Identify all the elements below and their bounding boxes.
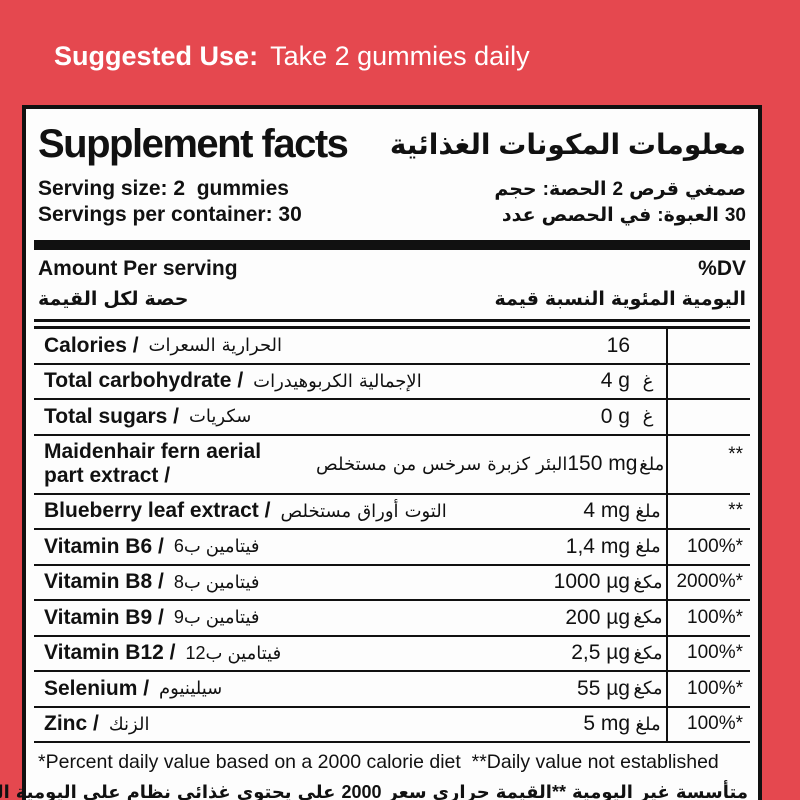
row-name-en: Total carbohydrate / — [44, 369, 244, 393]
row-unit-ar: ملغ — [635, 500, 661, 521]
row-value: 150 mg — [567, 452, 638, 475]
footnote-ar: *تعتمدالنسبةالمئويةاليوميةعلىنظامغذائييح… — [0, 782, 748, 800]
row-dv-value: 100%* — [666, 636, 750, 670]
row-value: 2,5 µg — [571, 641, 630, 665]
row-value: 200 µg — [565, 605, 630, 629]
serving-size-line: Serving size: 2 gummies حجم الحصة: 2 قرص صمغ… — [38, 176, 746, 202]
row-value: 5 mg — [583, 712, 630, 736]
row-value: 0 g — [600, 404, 630, 428]
panel-title-en: Supplement facts — [38, 122, 349, 166]
serving-size-en: Serving size: 2 gummies — [38, 177, 289, 200]
row-dv-value: 100%* — [666, 707, 750, 741]
percent-dv-label: %DV — [698, 257, 746, 280]
row-value: 55 µg — [577, 676, 630, 700]
row-dv-value — [666, 329, 750, 363]
row-name-en: Blueberry leaf extract / — [44, 499, 271, 523]
table-row-vitamin-b12: Vitamin B12 / فيتامين ب12 2,5 µg مكغ 100… — [34, 636, 750, 672]
row-name-ar: فيتامين ب12 — [185, 642, 282, 663]
table-row-zinc: Zinc / الزنك 5 mg ملغ 100%* — [34, 707, 750, 743]
row-dv-value: ** — [666, 494, 750, 528]
table-row-calories: Calories / السعرات الحرارية 16 — [34, 329, 750, 365]
table-row-selenium: Selenium / سيلينيوم 55 µg مكغ 100%* — [34, 672, 750, 708]
footnote-en: *Percent daily value based on a 2000 cal… — [38, 751, 719, 773]
servings-per-container-line: Servings per container: 30 عدد الحصص في الع… — [38, 202, 746, 228]
amount-per-serving-header: Amount Per serving %DV القيمة لكل حصة قيمة… — [34, 250, 750, 319]
table-row-blueberry-leaf-extract: Blueberry leaf extract / مستخلص أوراق التو… — [34, 494, 750, 530]
row-unit-ar: غ — [642, 406, 654, 427]
suggested-use-text: Take 2 gummies daily — [270, 41, 530, 71]
servings-per-container-ar: عدد الحصص في العبوة: 30 — [501, 205, 746, 226]
servings-per-container-en: Servings per container: 30 — [38, 203, 302, 226]
table-row-vitamin-b6: Vitamin B6 / فيتامين ب6 1,4 mg ملغ 100%* — [34, 530, 750, 566]
row-name-en: Vitamin B6 / — [44, 534, 164, 558]
section-divider-bar — [34, 240, 750, 250]
row-unit-ar: ملغ — [639, 453, 665, 474]
row-value: 4 g — [600, 369, 630, 393]
table-row-vitamin-b9: Vitamin B9 / فيتامين ب9 200 µg مكغ 100%* — [34, 601, 750, 637]
row-unit-ar: ملغ — [635, 713, 661, 734]
serving-info: Serving size: 2 gummies حجم الحصة: 2 قرص صمغ… — [34, 176, 750, 228]
row-value: 1,4 mg — [565, 534, 630, 558]
row-name-en: Selenium / — [44, 676, 150, 700]
row-unit-ar: مكغ — [633, 678, 663, 699]
row-value: 16 — [606, 333, 630, 357]
row-dv-value: 100%* — [666, 530, 750, 564]
table-row-vitamin-b8: Vitamin B8 / فيتامين ب8 1000 µg مكغ 2000… — [34, 565, 750, 601]
row-name-ar: مستخلص أوراق التوت — [280, 500, 447, 521]
row-unit-ar: غ — [642, 370, 654, 391]
row-unit-ar: مكغ — [633, 642, 663, 663]
suggested-use-line-en: Suggested Use: Take 2 gummies daily — [24, 10, 776, 103]
row-dv-value — [666, 400, 750, 434]
row-value: 1000 µg — [553, 570, 630, 594]
row-name-en: Total sugars / — [44, 404, 179, 428]
row-name-ar: الزنك — [108, 713, 150, 734]
amount-per-serving-label-ar: القيمة لكل حصة — [38, 289, 189, 310]
row-name-ar: السعرات الحرارية — [148, 335, 283, 356]
row-dv-value: 2000%* — [666, 565, 750, 599]
serving-size-ar: حجم الحصة: 2 قرص صمغي — [494, 179, 746, 200]
row-name-en: Calories / — [44, 333, 139, 357]
row-unit-ar: مكغ — [633, 607, 663, 628]
row-name-en: Vitamin B8 / — [44, 570, 164, 594]
row-unit-ar: مكغ — [633, 571, 663, 592]
row-name-ar: فيتامين ب6 — [173, 536, 260, 557]
row-name-ar: فيتامين ب9 — [173, 607, 260, 628]
row-name-ar: سكريات — [188, 406, 252, 427]
row-name-ar: فيتامين ب8 — [173, 571, 260, 592]
row-name-ar: مستخلص من سرخس كزبرة البئر — [316, 453, 568, 474]
panel-title-ar: معلومات المكونات الغذائية — [389, 129, 746, 160]
supplement-facts-panel: Supplement facts معلومات المكونات الغذائ… — [0, 105, 762, 800]
row-name-en: Maidenhair fern aerial part extract / — [44, 440, 262, 487]
nutrition-table: Calories / السعرات الحرارية 16 Total carb… — [34, 329, 750, 743]
row-name-ar: سيلينيوم — [159, 678, 223, 699]
row-name-en: Vitamin B9 / — [44, 605, 164, 629]
row-dv-value: 100%* — [666, 601, 750, 635]
row-name-ar: الكربوهيدرات الإجمالية — [253, 370, 422, 391]
double-rule-divider — [34, 319, 750, 329]
percent-dv-label-ar: قيمة النسبة المئوية اليومية — [494, 289, 746, 310]
table-row-total-sugars: Total sugars / سكريات 0 g غ — [34, 400, 750, 436]
row-dv-value — [666, 364, 750, 398]
table-row-total-carbohydrate: Total carbohydrate / الكربوهيدرات الإجمال… — [34, 364, 750, 400]
amount-per-serving-label: Amount Per serving — [38, 257, 238, 280]
row-value: 4 mg — [583, 499, 630, 523]
table-row-maidenhair-fern-extract: Maidenhair fern aerial part extract / مس… — [34, 435, 750, 495]
suggested-use-label: Suggested Use: — [54, 41, 259, 71]
panel-title-row: Supplement facts معلومات المكونات الغذائ… — [34, 109, 750, 169]
row-dv-value: 100%* — [666, 672, 750, 706]
row-name-en: Vitamin B12 / — [44, 641, 176, 665]
amount-header-line-ar: القيمة لكل حصة قيمة النسبة المئوية اليومية — [38, 287, 746, 313]
row-unit-ar: ملغ — [635, 536, 661, 557]
amount-header-line-en: Amount Per serving %DV — [38, 257, 746, 281]
row-name-en: Zinc / — [44, 712, 99, 736]
row-dv-value: ** — [666, 435, 750, 493]
